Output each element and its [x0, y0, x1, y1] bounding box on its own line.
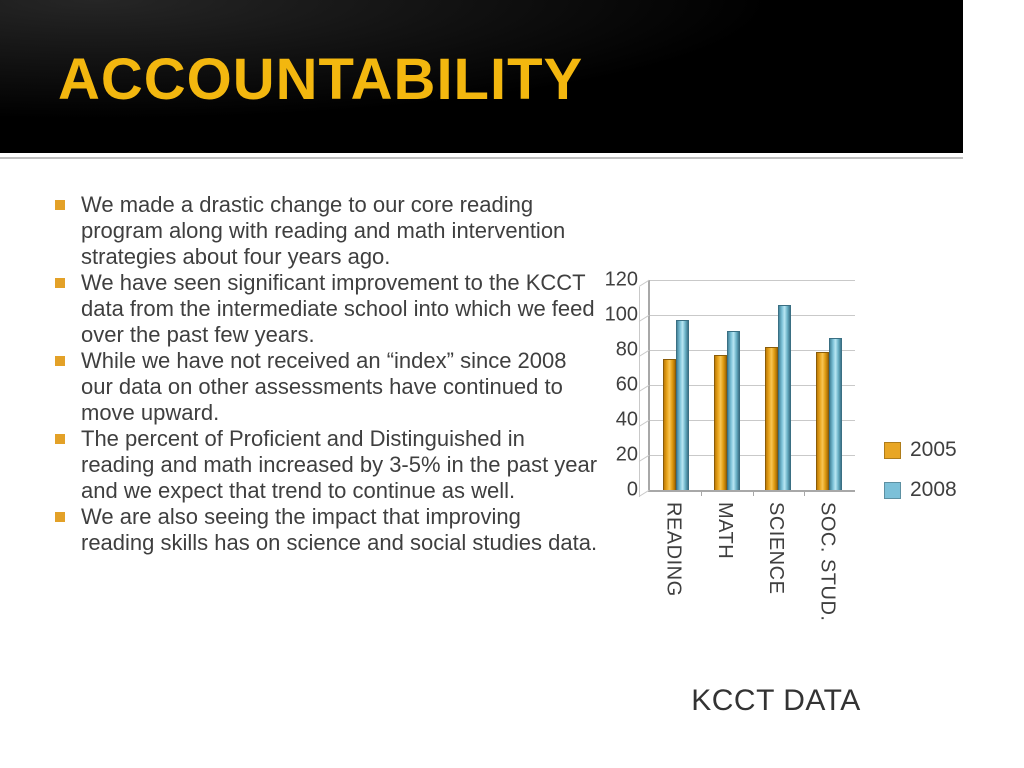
legend-swatch-icon [884, 481, 901, 499]
y-axis-labels: 0 20 40 60 80 100 120 [596, 269, 642, 501]
bar-2005-reading [662, 358, 676, 490]
x-axis-label: MATH [713, 502, 736, 560]
bullet-item: We have seen significant improvement to … [48, 270, 600, 348]
x-axis-tick [752, 490, 754, 496]
bullet-square-icon [55, 512, 65, 522]
y-axis-label: 40 [615, 408, 638, 431]
bullet-square-icon [55, 434, 65, 444]
legend: 2005 2008 [884, 438, 957, 518]
bullet-square-icon [55, 278, 65, 288]
plot-area [638, 279, 855, 497]
bullet-item: While we have not received an “index” si… [48, 348, 600, 426]
bar-2005-science [765, 346, 779, 490]
x-axis-label: SOC. STUD. [816, 502, 839, 622]
slide-title: ACCOUNTABILITY [58, 47, 584, 112]
chart-title: KCCT DATA [691, 684, 861, 717]
bullet-text: While we have not received an “index” si… [81, 348, 567, 425]
gridline [650, 315, 855, 316]
gridline [650, 420, 855, 421]
bullet-item: We are also seeing the impact that impro… [48, 504, 600, 556]
legend-swatch-icon [884, 441, 901, 459]
y-axis-label: 20 [615, 443, 638, 466]
y-axis-label: 100 [604, 303, 638, 326]
gridline [650, 350, 855, 351]
bullet-item: We made a drastic change to our core rea… [48, 192, 600, 270]
bar-2008-reading [675, 320, 689, 490]
bullet-text: We are also seeing the impact that impro… [81, 504, 598, 555]
legend-item: 2008 [884, 478, 957, 502]
legend-item: 2005 [884, 438, 957, 462]
bullet-square-icon [55, 356, 65, 366]
y-axis-label: 80 [615, 338, 638, 361]
gridline [650, 385, 855, 386]
kcct-chart: 0 20 40 60 80 100 120 READING MATH SCIENCE SOC. S… [596, 268, 1006, 758]
bar-2008-science [778, 304, 792, 490]
bullet-text: We have seen significant improvement to … [81, 270, 595, 347]
y-axis-label: 0 [626, 478, 638, 501]
x-axis-label: READING [662, 502, 685, 597]
gridline [650, 455, 855, 456]
x-axis-tick [701, 490, 703, 496]
bullet-list: We made a drastic change to our core rea… [48, 192, 600, 556]
legend-label: 2008 [910, 478, 957, 501]
legend-label: 2005 [910, 438, 957, 461]
y-axis-label: 60 [615, 373, 638, 396]
title-bar: ACCOUNTABILITY [0, 0, 963, 153]
bar-2008-soc-stud [829, 337, 843, 490]
y-axis-label: 120 [604, 268, 638, 291]
x-axis-label: SCIENCE [765, 502, 788, 595]
gridline [650, 280, 855, 281]
bullet-text: We made a drastic change to our core rea… [81, 192, 566, 269]
x-axis-labels: READING MATH SCIENCE SOC. STUD. [648, 500, 853, 660]
bar-2005-math [713, 355, 727, 490]
bar-2008-math [726, 330, 740, 490]
bar-2005-soc-stud [816, 351, 830, 490]
axis-3d-wall [639, 287, 640, 497]
bullet-text: The percent of Proficient and Distinguis… [81, 426, 598, 503]
bullet-item: The percent of Proficient and Distinguis… [48, 426, 600, 504]
header-divider [0, 157, 963, 159]
bullet-square-icon [55, 200, 65, 210]
x-axis-tick [803, 490, 805, 496]
